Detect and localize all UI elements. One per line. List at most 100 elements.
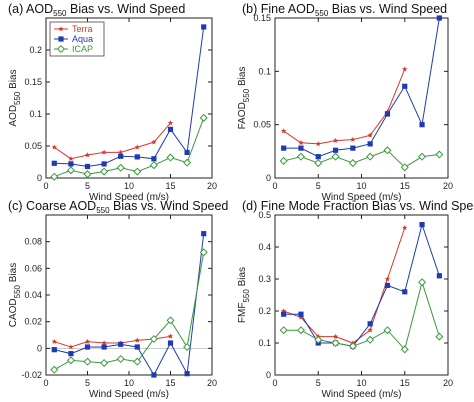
data-point [68, 344, 74, 350]
data-point [166, 316, 175, 325]
data-point [315, 141, 321, 147]
data-point [199, 113, 208, 122]
data-point [118, 153, 124, 159]
data-point [167, 120, 174, 126]
data-point [66, 356, 75, 365]
x-tick-label: 0 [272, 378, 277, 388]
data-point [134, 337, 140, 343]
x-tick-label: 15 [400, 181, 410, 191]
data-point [84, 163, 91, 170]
data-point [350, 145, 356, 151]
y-axis-label: FMF550 Bias [237, 267, 251, 323]
x-tick-label: 0 [272, 181, 277, 191]
y-tick-label: 0.1 [258, 338, 271, 348]
data-point [366, 335, 375, 344]
data-point [51, 347, 57, 353]
data-point [281, 311, 287, 317]
y-tick-label: 0.1 [29, 109, 42, 119]
data-point [83, 357, 92, 366]
legend-marker [58, 36, 64, 42]
data-point [298, 311, 304, 317]
data-point [166, 153, 175, 162]
data-point [101, 344, 107, 350]
y-tick-label: 0.05 [24, 141, 42, 151]
x-tick-label: 10 [124, 378, 134, 388]
series-icap [279, 278, 444, 354]
data-point [134, 154, 140, 160]
series-aqua [51, 24, 207, 170]
data-point [100, 358, 109, 368]
y-tick-label: -0.02 [21, 370, 42, 380]
data-point [298, 145, 304, 151]
x-tick-label: 5 [85, 181, 90, 191]
y-tick-label: 0.06 [24, 263, 42, 273]
data-point [184, 149, 190, 155]
panel-title-suffix: Bias vs. Wind Speed [328, 2, 447, 16]
legend-marker [56, 44, 66, 54]
data-point [66, 166, 75, 175]
y-tick-label: 0.15 [253, 13, 271, 23]
data-point [133, 357, 142, 366]
x-tick-label: 20 [443, 378, 453, 388]
data-point [298, 314, 304, 320]
data-point [149, 334, 158, 344]
data-point [100, 167, 109, 176]
data-point [51, 338, 57, 344]
data-point [350, 136, 356, 142]
data-point [167, 340, 174, 346]
y-axis-label-sub: 550 [242, 289, 251, 303]
panel-d: 0 5 10 15 20 0 0.1 0.2 0.3 0.4 0.5(d) Fine Mode Fr… [237, 199, 474, 400]
series-line [54, 252, 205, 371]
panel-title: (a) AOD550 Bias vs. Wind Speed [8, 2, 185, 18]
data-point [331, 152, 340, 161]
data-point [418, 278, 427, 287]
data-point [436, 273, 442, 279]
data-point [332, 333, 339, 339]
y-tick-label: 0 [266, 370, 271, 380]
data-point [435, 332, 444, 341]
series-line [283, 227, 406, 344]
panel-title: (b) Fine AOD550 Bias vs. Wind Speed [242, 2, 447, 18]
y-axis-label-main: FAOD [237, 102, 248, 129]
panel-title-main: (b) Fine AOD [242, 2, 315, 16]
data-point [167, 126, 174, 132]
series-line [283, 280, 440, 351]
y-axis-label-sub: 550 [13, 284, 22, 298]
data-point [84, 344, 91, 350]
series-line [54, 122, 171, 160]
data-point [151, 372, 157, 378]
data-point [68, 156, 74, 162]
data-point [83, 170, 92, 179]
data-point [134, 144, 140, 150]
x-tick-label: 5 [316, 378, 321, 388]
data-point [314, 159, 323, 168]
series-line [283, 69, 406, 145]
data-point [367, 321, 373, 327]
data-point [418, 152, 427, 161]
series-aqua [281, 15, 442, 160]
data-point [384, 282, 391, 288]
series-line [283, 222, 440, 347]
data-point [199, 248, 208, 257]
series-line [54, 233, 205, 377]
data-point [419, 122, 425, 128]
data-point [183, 158, 192, 167]
legend-marker [58, 26, 64, 32]
y-tick-label: 0 [37, 343, 42, 353]
x-tick-label: 0 [43, 181, 48, 191]
x-tick-label: 5 [85, 378, 90, 388]
data-point [367, 141, 373, 147]
y-tick-label: 0.15 [24, 77, 42, 87]
data-point [101, 161, 107, 167]
x-tick-label: 10 [356, 181, 366, 191]
data-point [296, 326, 305, 335]
data-point [101, 149, 107, 155]
x-tick-label: 15 [165, 181, 175, 191]
x-axis-label: Wind Speed (m/s) [89, 192, 169, 203]
legend-label: ICAP [72, 44, 93, 54]
y-tick-label: 0.2 [29, 45, 42, 55]
y-axis-label-suffix: Bias [8, 69, 19, 91]
